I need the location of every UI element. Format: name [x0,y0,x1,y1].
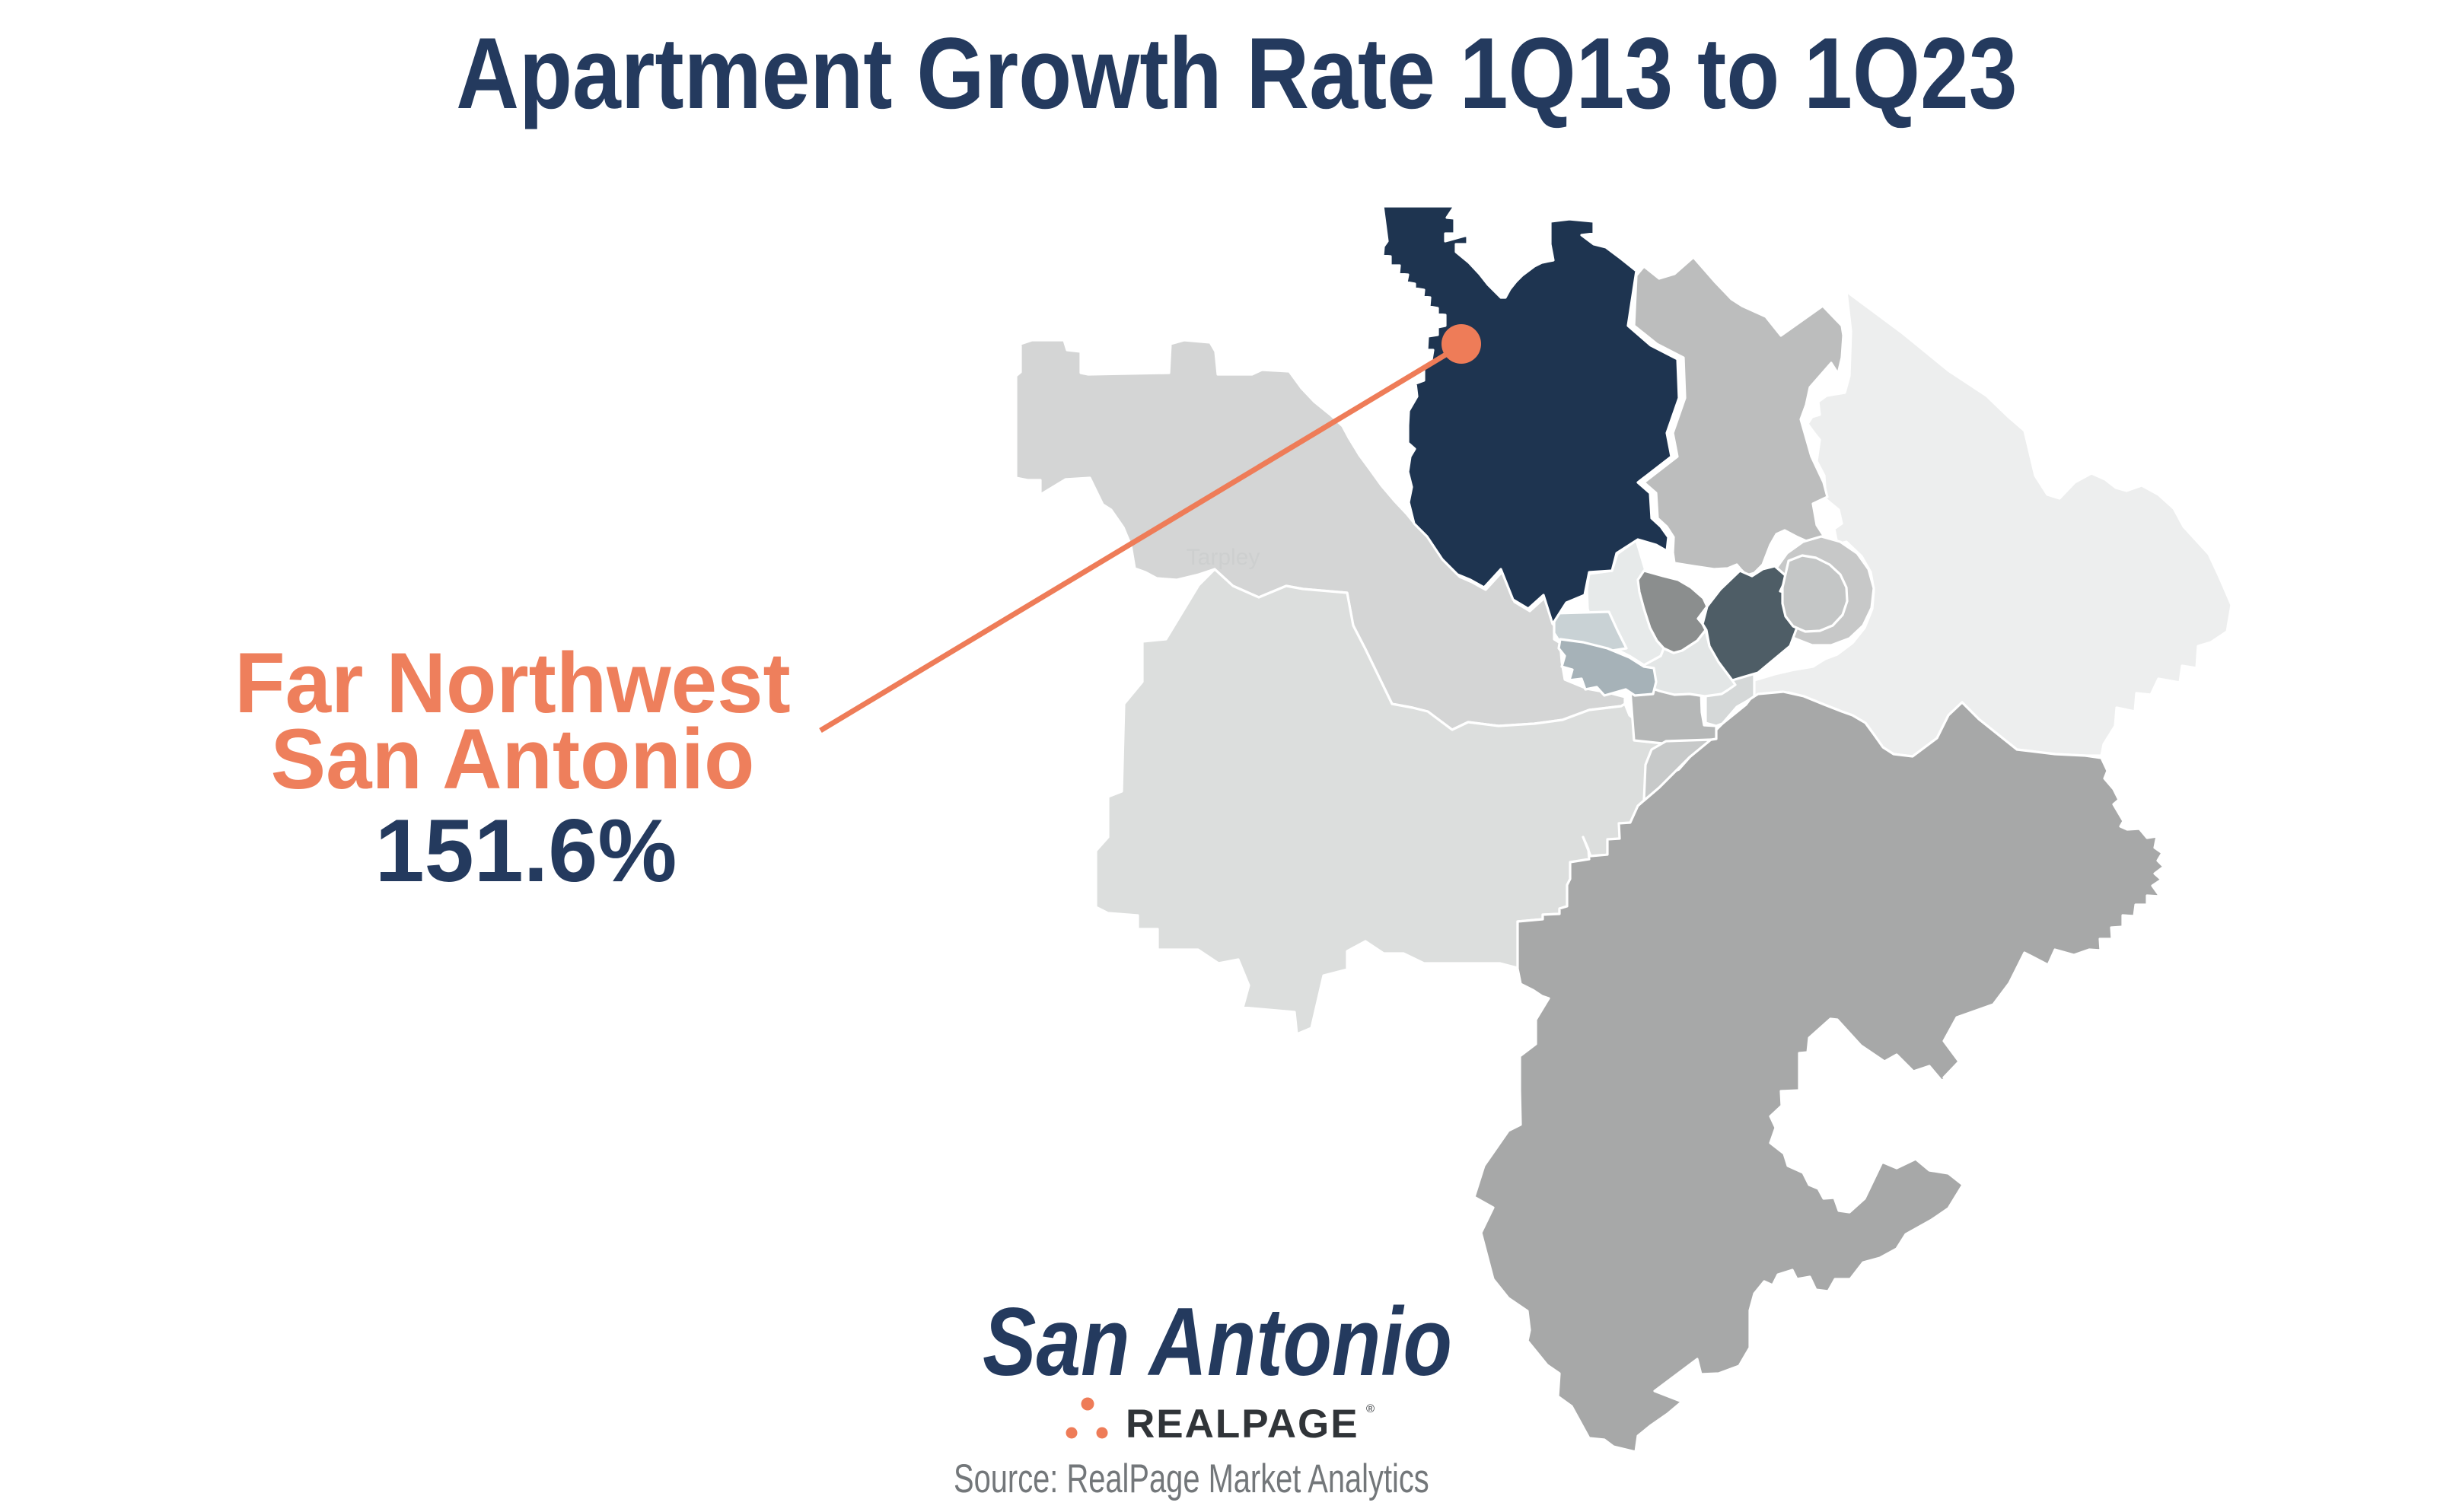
svg-text:Tarpley: Tarpley [1187,545,1260,570]
